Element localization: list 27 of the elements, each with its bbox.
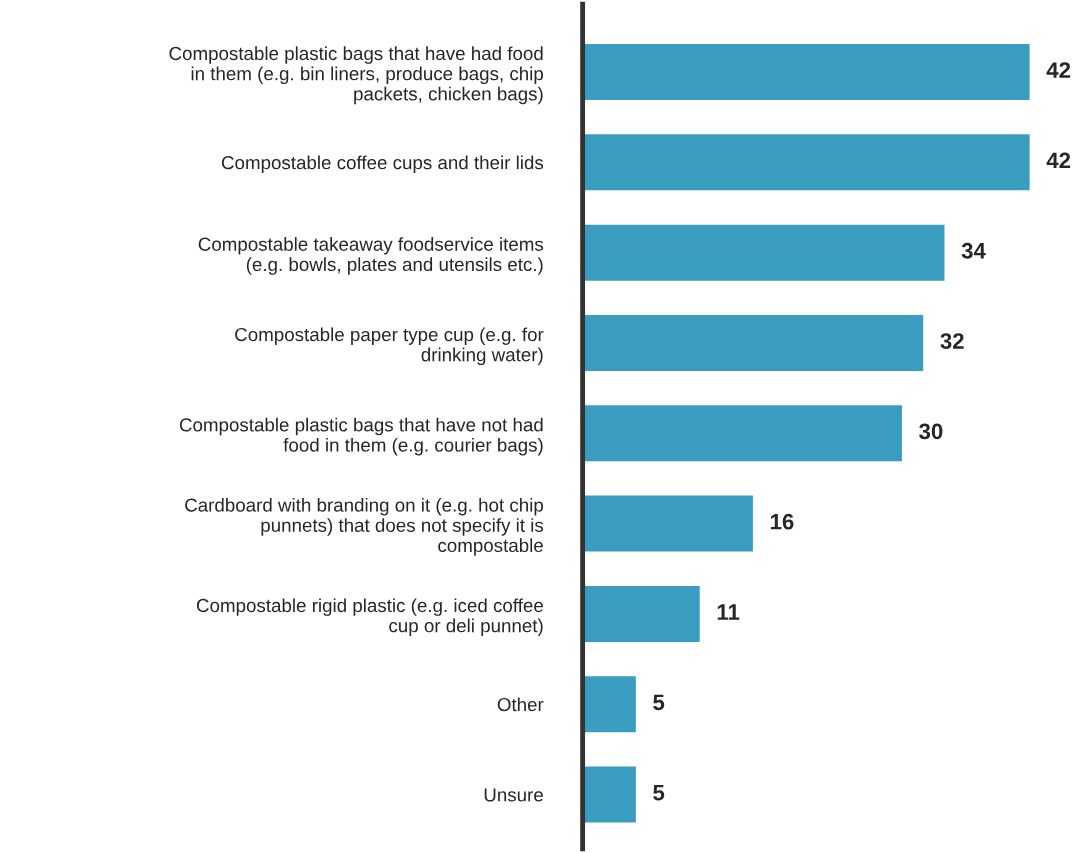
data-label: 32 xyxy=(940,333,964,349)
bar xyxy=(582,766,636,823)
data-label: 42 xyxy=(1046,152,1071,169)
bar xyxy=(582,314,924,371)
y-tick-label: Cardboard with branding on it (e.g. hot chip punnets) that does not specify it is compostable xyxy=(185,497,544,556)
data-label: 16 xyxy=(770,513,794,530)
y-tick-label: Compostable plastic bags that have had food in them (e.g. bin liners, produce bags, chip packets, chicken bags) xyxy=(169,46,543,105)
y-tick-label: Compostable rigid plastic (e.g. iced coffee cup or deli punnet) xyxy=(196,598,543,637)
bar xyxy=(582,405,902,462)
y-tick-label: Compostable takeaway foodservice items (e.g. bowls, plates and utensils etc.) xyxy=(198,237,544,275)
y-tick-label: Compostable paper type cup (e.g. for drinking water) xyxy=(235,327,544,366)
bar xyxy=(582,495,753,552)
y-tick-label: Other xyxy=(497,697,544,712)
data-label: 5 xyxy=(653,694,665,711)
data-label: 30 xyxy=(919,423,943,440)
y-tick-label: Compostable coffee cups and their lids xyxy=(221,155,544,174)
bar xyxy=(582,676,636,733)
data-label: 5 xyxy=(653,785,665,801)
data-label: 42 xyxy=(1046,62,1071,78)
bar xyxy=(582,134,1030,191)
y-tick-label: Unsure xyxy=(484,788,543,802)
data-label: 11 xyxy=(717,604,740,620)
bar xyxy=(582,585,700,642)
y-tick-label: Compostable plastic bags that have not had food in them (e.g. courier bags) xyxy=(179,417,543,456)
bar xyxy=(582,224,945,281)
bar xyxy=(582,44,1030,100)
data-label: 34 xyxy=(961,242,986,259)
